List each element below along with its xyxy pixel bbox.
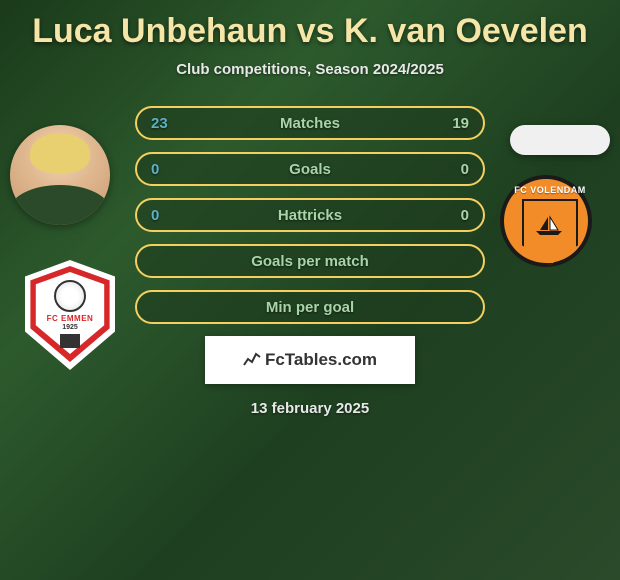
club-right-name: FC VOLENDAM: [500, 185, 600, 195]
castle-icon: [60, 334, 80, 348]
season-subtitle: Club competitions, Season 2024/2025: [0, 61, 620, 78]
stat-right-value: 0: [439, 161, 469, 178]
club-left-year: 1925: [20, 324, 120, 331]
stat-row-min-per-goal: Min per goal: [135, 290, 485, 324]
source-watermark: FcTables.com: [205, 336, 415, 384]
stat-left-value: 23: [151, 115, 181, 132]
comparison-date: 13 february 2025: [0, 400, 620, 417]
stat-left-value: 0: [151, 161, 181, 178]
sailboat-icon: [534, 215, 564, 235]
comparison-title: Luca Unbehaun vs K. van Oevelen: [0, 0, 620, 51]
club-logo-right: FC VOLENDAM: [500, 175, 600, 275]
stat-label: Goals: [289, 161, 331, 178]
watermark-label: FcTables.com: [265, 350, 377, 370]
player-left-photo: [10, 125, 110, 225]
stat-row-matches: 23 Matches 19: [135, 106, 485, 140]
stat-row-hattricks: 0 Hattricks 0: [135, 198, 485, 232]
player-right-photo: [510, 125, 610, 155]
stat-label: Hattricks: [278, 207, 342, 224]
stat-row-goals: 0 Goals 0: [135, 152, 485, 186]
stat-label: Matches: [280, 115, 340, 132]
stat-right-value: 19: [439, 115, 469, 132]
club-left-name: FC EMMEN: [20, 314, 120, 323]
stat-right-value: 0: [439, 207, 469, 224]
chart-icon: [243, 350, 261, 371]
club-logo-left: FC EMMEN 1925: [20, 260, 120, 370]
stats-table: 23 Matches 19 0 Goals 0 0 Hattricks 0 Go…: [135, 106, 485, 324]
soccer-ball-icon: [54, 280, 86, 312]
stat-label: Min per goal: [266, 299, 354, 316]
stat-label: Goals per match: [251, 253, 369, 270]
stat-row-goals-per-match: Goals per match: [135, 244, 485, 278]
stat-left-value: 0: [151, 207, 181, 224]
